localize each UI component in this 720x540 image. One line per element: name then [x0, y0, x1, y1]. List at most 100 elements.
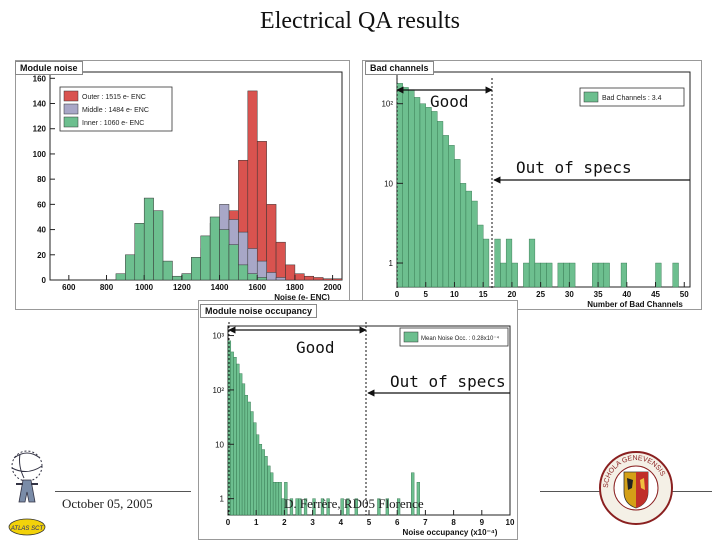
bar-middle: [266, 272, 277, 281]
occupancy-bar: [227, 340, 232, 516]
occupancy-bar: [377, 498, 381, 516]
bad-channel-bar: [505, 238, 513, 288]
bar-outer: [294, 273, 305, 281]
x-tick-label: 25: [536, 290, 545, 299]
occupancy-bar: [303, 498, 308, 516]
bad-channel-bar: [511, 262, 518, 288]
x-tick-label: 45: [651, 290, 660, 299]
x-tick-label: 0: [226, 518, 231, 527]
x-tick-label: 10: [450, 290, 459, 299]
occupancy-bar: [346, 498, 350, 516]
bar-outer: [322, 278, 333, 281]
bad-channel-bar: [620, 262, 628, 288]
bad-channel-bar: [465, 190, 472, 288]
legend-swatch: [63, 103, 79, 115]
occupancy-bar: [233, 357, 237, 516]
bad-channel-bar: [523, 262, 530, 288]
y-tick-label: 10²: [212, 386, 224, 395]
x-tick-label: 6: [395, 518, 400, 527]
bar-inner: [200, 235, 211, 281]
footer-author: D. Ferrère, RD05 Florence: [284, 496, 424, 511]
bad-channel-bar: [569, 262, 576, 288]
bar-inner: [115, 273, 126, 281]
bad-channel-bar: [500, 262, 507, 288]
y-tick-label: 100: [33, 150, 47, 159]
legend-box: [579, 87, 685, 107]
x-axis-label: Noise occupancy (x10⁻⁴): [403, 528, 498, 537]
x-tick-label: 600: [62, 283, 76, 292]
bar-inner: [134, 223, 145, 281]
y-tick-label: 10: [215, 440, 224, 449]
legend-swatch: [63, 116, 79, 128]
legend-box: [59, 86, 173, 132]
bad-channel-bar: [546, 262, 553, 288]
bar-outer: [304, 275, 314, 281]
slide-title: Electrical QA results: [260, 8, 460, 34]
occupancy-bar: [236, 363, 240, 516]
x-tick-label: 5: [367, 518, 372, 527]
x-axis-label: Number of Bad Channels: [587, 300, 683, 309]
y-tick-label: 1: [389, 259, 394, 268]
bar-middle: [256, 260, 267, 281]
y-tick-label: 10²: [381, 100, 393, 109]
occupancy-bar: [230, 351, 234, 516]
bad-channel-bar: [528, 238, 536, 288]
y-tick-label: 60: [37, 200, 46, 209]
occupancy-bar: [354, 498, 358, 516]
bad-channel-bar: [402, 87, 409, 288]
good-callout-bottom: Good: [296, 338, 335, 357]
noise-occupancy-panel: 0 1 2 3 4 5 6 7 8 9 10 1 10 10² 10³ Noise occupancy (x1…: [198, 300, 518, 540]
y-tick-label: 40: [37, 226, 46, 235]
occupancy-bar: [267, 465, 271, 516]
footer-date: October 05, 2005: [62, 496, 153, 511]
bar-inner: [181, 273, 192, 281]
bad-channel-bar: [454, 159, 461, 288]
occupancy-bar: [250, 411, 254, 516]
occupancy-bar: [326, 498, 330, 516]
bad-channel-bar: [448, 145, 455, 288]
bad-channel-bar: [431, 111, 438, 288]
good-callout-top: Good: [430, 92, 469, 111]
occupancy-bar: [396, 498, 401, 516]
bar-inner: [143, 197, 154, 281]
occupancy-bar: [340, 498, 344, 516]
occupancy-bar: [298, 498, 302, 516]
occupancy-bar: [416, 482, 420, 516]
out-of-specs-callout-bottom: Out of specs: [390, 372, 506, 391]
occupancy-bar: [320, 498, 325, 516]
occupancy-bar: [264, 456, 268, 516]
bad-channel-bar: [557, 262, 564, 288]
legend-entry: Bad Channels : 3.4: [602, 95, 662, 102]
bar-inner: [219, 229, 230, 281]
occupancy-bar: [284, 482, 288, 516]
legend-entry: Middle : 1484 e- ENC: [82, 107, 149, 114]
bar-outer: [256, 141, 267, 281]
bar-inner: [125, 254, 136, 281]
x-tick-label: 10: [506, 518, 515, 527]
occupancy-bar: [258, 444, 263, 516]
bar-inner: [238, 264, 249, 281]
x-tick-label: 800: [100, 283, 114, 292]
occupancy-bar: [411, 472, 415, 516]
bar-middle: [275, 277, 286, 281]
x-tick-label: 50: [680, 290, 689, 299]
y-tick-label: 120: [33, 125, 47, 134]
atlas-logo: ATLAS SCT: [8, 450, 46, 536]
bar-inner: [191, 257, 201, 281]
bad-channel-bar: [534, 262, 541, 288]
bar-inner: [209, 216, 220, 281]
bad-channels-label: Bad channels: [365, 61, 434, 75]
occupancy-bar: [270, 472, 274, 516]
y-tick-label: 80: [37, 175, 46, 184]
x-tick-label: 4: [339, 518, 344, 527]
x-tick-label: 7: [423, 518, 428, 527]
bad-channel-bar: [442, 135, 449, 288]
legend-box: [399, 327, 509, 347]
x-tick-label: 30: [565, 290, 574, 299]
x-tick-label: 1400: [211, 283, 229, 292]
module-noise-label: Module noise: [15, 61, 83, 75]
bar-inner: [172, 275, 183, 281]
x-tick-label: 15: [479, 290, 488, 299]
x-tick-label: 2: [282, 518, 287, 527]
legend-entry: Inner : 1060 e- ENC: [82, 120, 144, 127]
